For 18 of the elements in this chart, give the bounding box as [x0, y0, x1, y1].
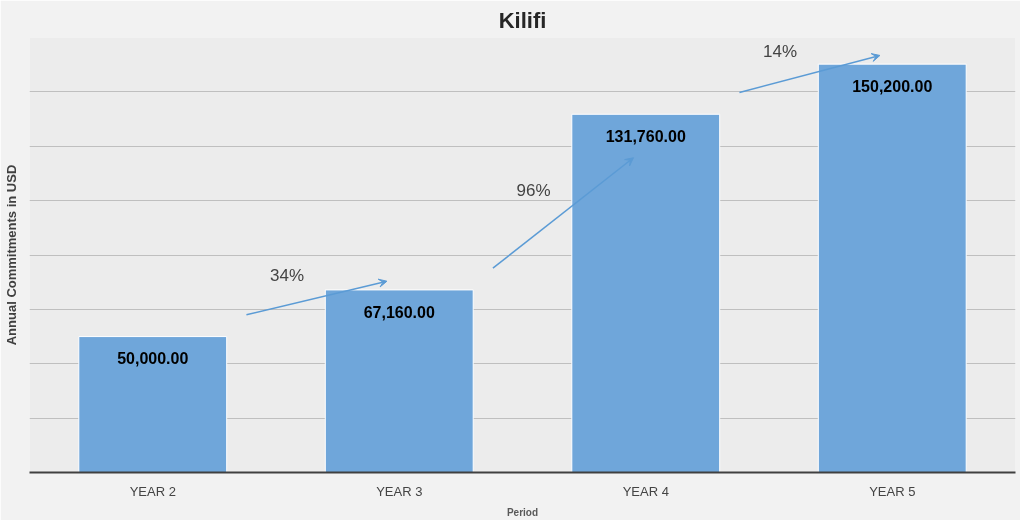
x-tick-label: YEAR 5 — [869, 483, 916, 499]
x-tick-label: YEAR 4 — [622, 483, 669, 499]
data-label: 150,200.00 — [852, 77, 933, 95]
bar — [78, 336, 228, 473]
bar — [817, 63, 967, 473]
x-tick-label: YEAR 3 — [376, 483, 423, 499]
x-axis-title: Period — [506, 506, 539, 518]
data-label: 50,000.00 — [117, 350, 189, 368]
bar — [324, 289, 474, 473]
y-axis-title: Annual Commitments in USD — [3, 164, 19, 346]
annotation: 14% — [763, 41, 798, 61]
annotation: 34% — [270, 265, 305, 285]
x-tick-label: YEAR 2 — [129, 483, 176, 499]
bar — [571, 113, 721, 473]
data-label: 131,760.00 — [605, 128, 686, 146]
chart-title: Kilifi — [498, 7, 547, 33]
data-label: 67,160.00 — [363, 303, 435, 321]
annotation: 96% — [516, 180, 551, 200]
